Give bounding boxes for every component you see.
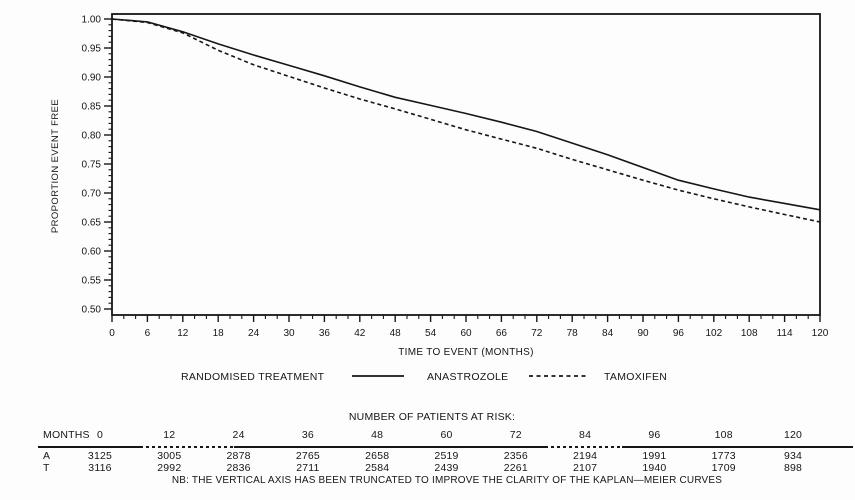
- legend-label-anastrozole: ANASTROZOLE: [427, 371, 508, 383]
- risk-month-header: 0: [97, 429, 103, 441]
- risk-cell: 2836: [227, 462, 251, 474]
- risk-cell: 934: [784, 450, 802, 462]
- y-tick-label: 0.90: [82, 73, 102, 84]
- risk-month-header: 120: [784, 429, 802, 441]
- curve-tamoxifen: [111, 18, 821, 223]
- risk-cell: 2992: [157, 462, 181, 474]
- risk-cell: 3125: [88, 450, 112, 462]
- curve-anastrozole: [111, 18, 821, 211]
- risk-cell: 3116: [88, 462, 111, 474]
- risk-cell: 1940: [642, 462, 666, 474]
- risk-row-label: T: [43, 462, 50, 474]
- risk-cell: 1773: [712, 450, 736, 462]
- x-tick-label: 36: [319, 328, 331, 339]
- y-tick-label: 0.95: [82, 44, 102, 55]
- legend-title: RANDOMISED TREATMENT: [181, 371, 325, 383]
- risk-cell: 2584: [365, 462, 389, 474]
- y-tick-label: 0.75: [82, 160, 102, 171]
- y-tick-label: 0.85: [82, 102, 102, 113]
- x-tick-label: 78: [567, 328, 579, 339]
- risk-cell: 2519: [434, 450, 458, 462]
- x-tick-label: 18: [213, 328, 225, 339]
- risk-table-months-label: MONTHS: [43, 429, 90, 441]
- legend-label-tamoxifen: TAMOXIFEN: [604, 371, 667, 383]
- x-tick-label: 102: [705, 328, 722, 339]
- y-axis-title: PROPORTION EVENT FREE: [50, 99, 61, 233]
- x-tick-label: 66: [496, 328, 508, 339]
- y-tick-label: 0.50: [82, 305, 102, 316]
- risk-cell: 2261: [504, 462, 528, 474]
- legend: RANDOMISED TREATMENT ANASTROZOLE TAMOXIF…: [181, 371, 667, 383]
- y-tick-label: 0.60: [82, 247, 102, 258]
- risk-cell: 2711: [296, 462, 319, 474]
- risk-month-header: 72: [510, 429, 522, 441]
- x-tick-label: 120: [812, 328, 829, 339]
- x-tick-label: 6: [145, 328, 151, 339]
- x-tick-label: 114: [777, 328, 793, 339]
- risk-cell: 2765: [296, 450, 320, 462]
- x-tick-label: 48: [390, 328, 402, 339]
- risk-month-header: 96: [648, 429, 660, 441]
- risk-month-header: 48: [371, 429, 383, 441]
- risk-cell: 2356: [504, 450, 528, 462]
- risk-cell: 2658: [365, 450, 389, 462]
- risk-cell: 2107: [573, 462, 597, 474]
- plot-frame: [111, 13, 821, 316]
- x-tick-label: 60: [460, 328, 472, 339]
- risk-cell: 2194: [573, 450, 597, 462]
- risk-cell: 2878: [227, 450, 251, 462]
- risk-month-header: 36: [302, 429, 314, 441]
- curves: [111, 18, 821, 223]
- y-tick-label: 0.65: [82, 218, 102, 229]
- risk-cell: 898: [784, 462, 802, 474]
- y-tick-label: 0.80: [82, 131, 102, 142]
- x-tick-label: 24: [248, 328, 260, 339]
- risk-table-body: A 3125 3005 2878 2765 2658 2519 2356 2194 1991 177…: [43, 450, 802, 474]
- risk-month-header: 108: [715, 429, 733, 441]
- y-tick-label: 0.55: [82, 276, 102, 287]
- x-tick-label: 84: [602, 328, 614, 339]
- risk-cell: 2439: [434, 462, 458, 474]
- x-tick-label: 54: [425, 328, 437, 339]
- risk-table-note: NB: THE VERTICAL AXIS HAS BEEN TRUNCATED…: [172, 475, 722, 486]
- y-tick-label: 0.70: [82, 189, 102, 200]
- risk-cell: 1991: [642, 450, 666, 462]
- risk-month-header: 12: [163, 429, 175, 441]
- x-tick-label: 30: [283, 328, 295, 339]
- risk-table: NUMBER OF PATIENTS AT RISK: MONTHS 0 12 24…: [38, 411, 853, 486]
- x-tick-label: 96: [673, 328, 685, 339]
- x-tick-label: 42: [354, 328, 366, 339]
- risk-cell: 1709: [712, 462, 736, 474]
- risk-cell: 3005: [157, 450, 181, 462]
- x-tick-label: 72: [531, 328, 543, 339]
- y-axis: 0.50 0.55 0.60 0.65 0.70 0.75 0.80 0.85 0.90 0.95…: [82, 15, 112, 316]
- risk-month-header: 84: [579, 429, 591, 441]
- risk-month-header: 60: [440, 429, 452, 441]
- x-tick-label: 108: [741, 328, 758, 339]
- risk-row-label: A: [43, 450, 50, 462]
- x-tick-label: 0: [109, 328, 115, 339]
- risk-table-header: 0 12 24 36 48 60 72 84 96 108 120: [97, 429, 802, 441]
- x-axis: 0 6 12 18 24 30 36 42 48 54 60 66 72 78 84 90 96 102 108 11…: [109, 315, 829, 339]
- x-tick-label: 90: [637, 328, 649, 339]
- y-tick-label: 1.00: [82, 15, 102, 26]
- x-axis-title: TIME TO EVENT (MONTHS): [398, 347, 534, 358]
- risk-month-header: 24: [233, 429, 245, 441]
- risk-table-title: NUMBER OF PATIENTS AT RISK:: [349, 411, 515, 423]
- x-tick-label: 12: [177, 328, 189, 339]
